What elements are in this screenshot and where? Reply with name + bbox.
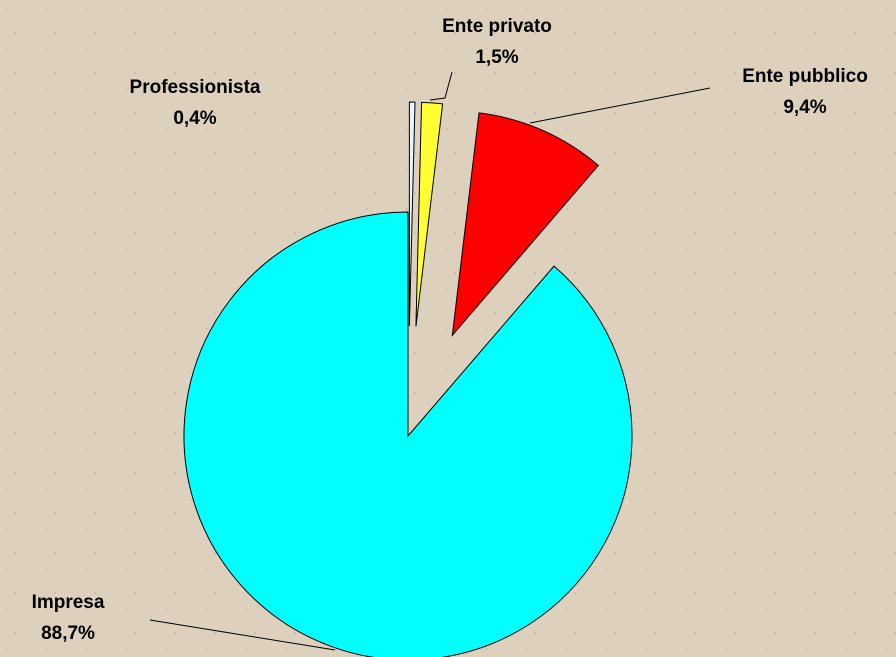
- leader-line: [529, 87, 711, 124]
- slice-value-label: 88,7%: [41, 623, 95, 644]
- pie-slice: [408, 101, 416, 327]
- pie-slice: [183, 211, 633, 657]
- slice-value-label: 1,5%: [475, 47, 518, 68]
- slice-value-label: 9,4%: [783, 97, 826, 118]
- slice-label: Ente privato: [442, 16, 552, 37]
- slice-label: Impresa: [32, 592, 105, 613]
- pie-slice: [415, 101, 444, 327]
- slice-label: Professionista: [130, 77, 261, 98]
- slice-label: Ente pubblico: [742, 66, 868, 87]
- slice-value-label: 0,4%: [173, 108, 216, 129]
- pie-slice: [451, 112, 600, 337]
- leader-line: [149, 619, 336, 651]
- leader-line: [429, 71, 453, 101]
